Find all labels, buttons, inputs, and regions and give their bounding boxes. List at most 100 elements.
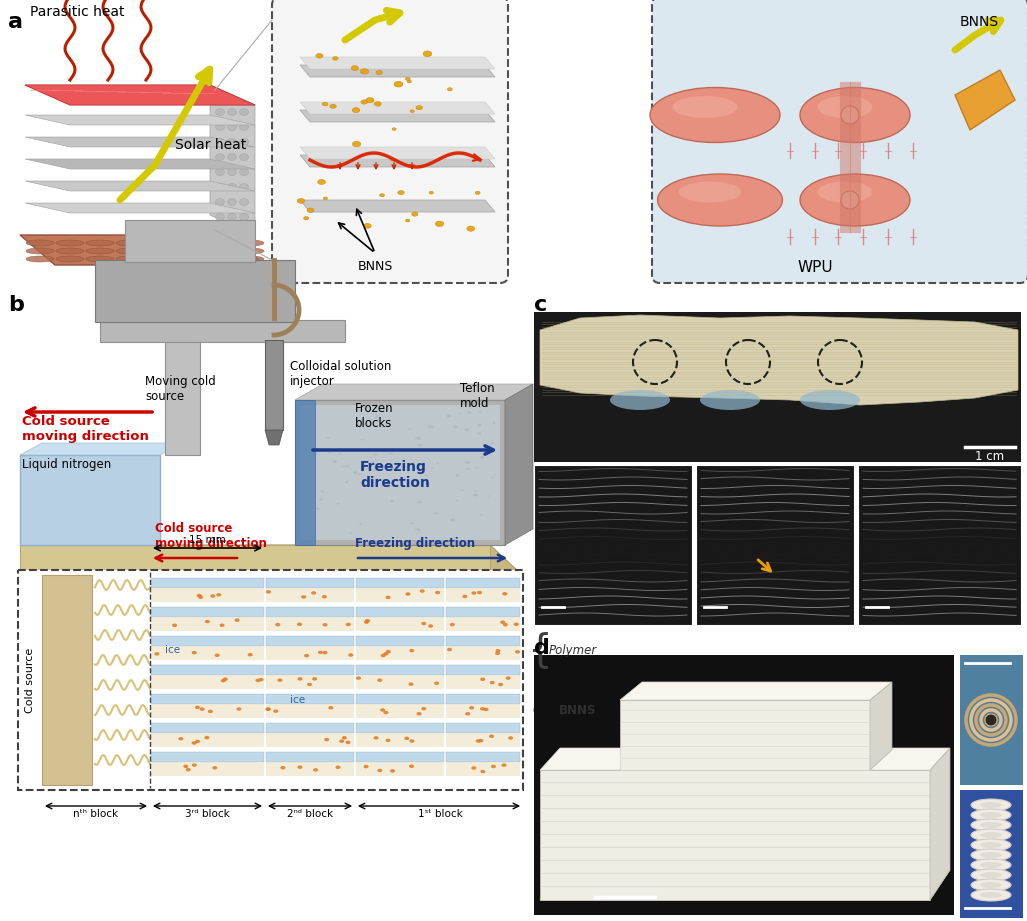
Ellipse shape <box>478 590 482 594</box>
Ellipse shape <box>971 879 1011 891</box>
Ellipse shape <box>116 256 144 262</box>
Ellipse shape <box>239 123 249 131</box>
Ellipse shape <box>256 679 261 682</box>
Ellipse shape <box>434 682 440 685</box>
Bar <box>356 675 444 689</box>
Ellipse shape <box>971 869 1011 881</box>
Polygon shape <box>25 115 255 125</box>
Text: Cold source
moving direction: Cold source moving direction <box>22 415 149 443</box>
Bar <box>151 578 264 588</box>
Bar <box>20 455 160 545</box>
Polygon shape <box>300 110 495 122</box>
Ellipse shape <box>195 705 200 709</box>
Ellipse shape <box>329 706 334 709</box>
Bar <box>356 636 444 646</box>
Text: a: a <box>8 12 23 32</box>
Ellipse shape <box>324 197 328 200</box>
Polygon shape <box>20 443 182 455</box>
Ellipse shape <box>384 484 386 486</box>
Ellipse shape <box>311 591 316 595</box>
Ellipse shape <box>216 199 225 205</box>
Ellipse shape <box>352 141 360 146</box>
Ellipse shape <box>514 623 519 626</box>
Ellipse shape <box>275 623 280 626</box>
Ellipse shape <box>376 71 382 75</box>
Ellipse shape <box>365 619 370 623</box>
Ellipse shape <box>503 623 507 626</box>
Ellipse shape <box>328 451 331 453</box>
Ellipse shape <box>360 439 365 440</box>
Ellipse shape <box>304 654 309 658</box>
Ellipse shape <box>447 647 452 651</box>
Ellipse shape <box>471 591 477 595</box>
Ellipse shape <box>385 596 390 600</box>
Bar <box>100 320 345 342</box>
Ellipse shape <box>239 183 249 191</box>
Ellipse shape <box>417 712 421 716</box>
Ellipse shape <box>397 191 405 194</box>
Ellipse shape <box>307 682 312 686</box>
Bar <box>696 465 854 625</box>
Ellipse shape <box>435 591 441 594</box>
Polygon shape <box>300 147 495 159</box>
Ellipse shape <box>339 453 342 454</box>
Bar <box>534 655 954 915</box>
Ellipse shape <box>390 499 394 502</box>
Ellipse shape <box>26 256 54 262</box>
Ellipse shape <box>493 422 495 425</box>
Bar <box>356 762 444 776</box>
Ellipse shape <box>610 390 670 410</box>
Ellipse shape <box>318 650 322 654</box>
Polygon shape <box>300 155 495 167</box>
Ellipse shape <box>481 678 485 681</box>
Bar <box>446 762 520 776</box>
Bar <box>266 762 354 776</box>
Ellipse shape <box>481 770 486 774</box>
Ellipse shape <box>971 819 1011 831</box>
Ellipse shape <box>192 764 197 767</box>
Ellipse shape <box>473 491 478 492</box>
Text: Teflon
mold: Teflon mold <box>460 382 495 410</box>
Ellipse shape <box>421 707 426 710</box>
Ellipse shape <box>410 649 414 652</box>
Bar <box>446 704 520 718</box>
Ellipse shape <box>980 812 1002 818</box>
Text: BNNS: BNNS <box>357 260 392 273</box>
Ellipse shape <box>421 622 426 625</box>
Bar <box>266 636 354 646</box>
Polygon shape <box>540 748 950 770</box>
Ellipse shape <box>192 741 196 745</box>
Ellipse shape <box>515 650 520 654</box>
Text: 1 cm: 1 cm <box>976 450 1004 463</box>
Ellipse shape <box>465 712 470 716</box>
Ellipse shape <box>351 65 358 71</box>
Bar <box>356 752 444 762</box>
Ellipse shape <box>316 507 319 510</box>
Bar <box>295 400 505 545</box>
Ellipse shape <box>325 738 329 741</box>
Ellipse shape <box>280 766 286 769</box>
Ellipse shape <box>456 499 459 502</box>
Bar <box>620 700 870 770</box>
Ellipse shape <box>26 240 54 246</box>
Ellipse shape <box>346 465 349 467</box>
Polygon shape <box>295 384 533 400</box>
Ellipse shape <box>360 99 368 104</box>
Ellipse shape <box>464 461 470 463</box>
Ellipse shape <box>320 490 324 493</box>
Ellipse shape <box>192 651 197 655</box>
Ellipse shape <box>679 181 741 203</box>
Polygon shape <box>300 102 495 114</box>
Ellipse shape <box>216 169 225 176</box>
Ellipse shape <box>206 240 234 246</box>
Bar <box>356 704 444 718</box>
Bar <box>265 340 283 430</box>
Ellipse shape <box>407 80 412 83</box>
Bar <box>151 733 264 747</box>
Ellipse shape <box>360 467 366 469</box>
Bar <box>540 770 930 900</box>
Ellipse shape <box>277 679 282 682</box>
Ellipse shape <box>416 106 422 110</box>
Ellipse shape <box>374 468 377 471</box>
Polygon shape <box>20 545 520 573</box>
